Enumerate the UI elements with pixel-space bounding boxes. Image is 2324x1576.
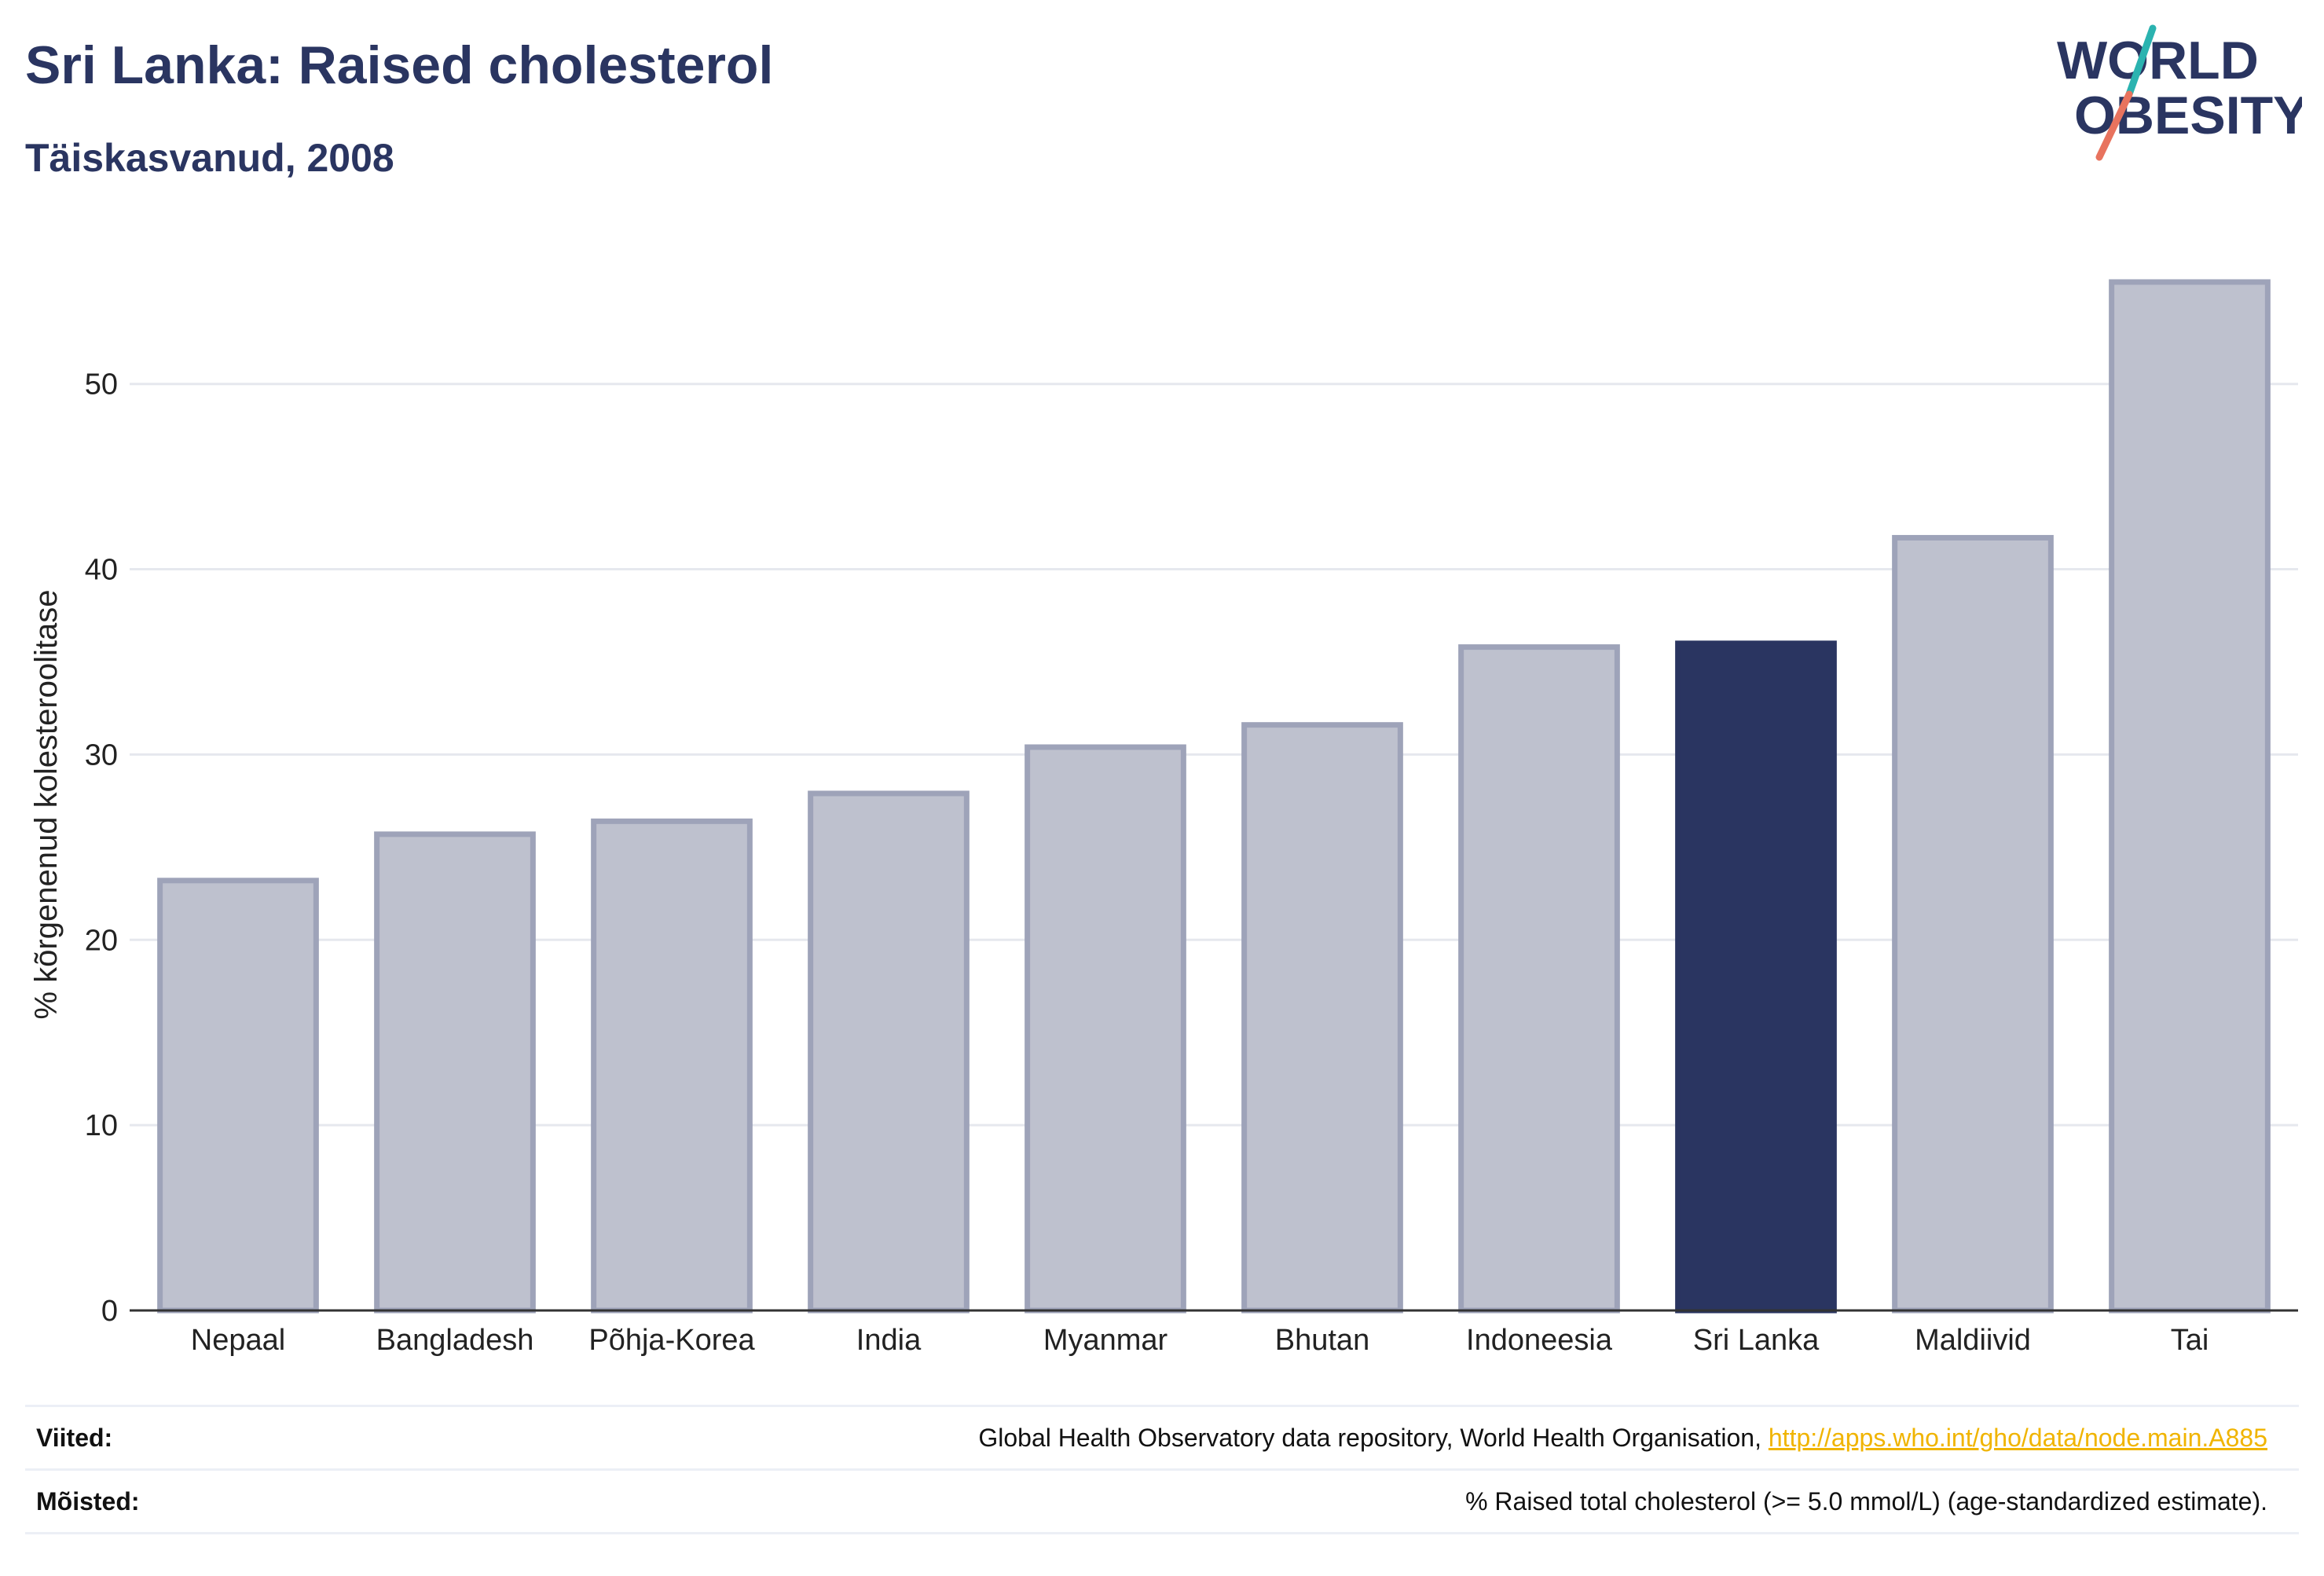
y-tick-label: 50 [85, 368, 118, 401]
x-axis-labels: Nepaal Bangladesh Põhja-Korea India Myanmar B… [191, 1324, 2209, 1357]
x-tick-label: India [856, 1324, 922, 1357]
x-tick-label: Myanmar [1043, 1324, 1168, 1357]
bar-myanmar [1025, 744, 1186, 1314]
chart-title: Sri Lanka: Raised cholesterol [25, 35, 774, 95]
bar-maldiivid [1892, 534, 2054, 1314]
y-tick-label: 10 [85, 1109, 118, 1142]
y-axis-title: % kõrgenenud kolesteroolitase [29, 589, 64, 1019]
references-value: Global Health Observatory data repositor… [978, 1424, 2299, 1453]
bar-bhutan [1241, 722, 1403, 1314]
references-row: Viited: Global Health Observatory data r… [25, 1405, 2299, 1468]
definitions-text: % Raised total cholesterol (>= 5.0 mmol/… [1465, 1486, 2267, 1516]
bar-tai [2109, 279, 2271, 1314]
x-tick-label: Maldiivid [1915, 1324, 2031, 1357]
references-text: Global Health Observatory data repositor… [978, 1423, 1769, 1452]
y-axis-ticks: 0 10 20 30 40 50 [85, 368, 118, 1328]
world-obesity-logo: WORLD OBESITY [2057, 24, 2302, 161]
x-tick-label: Sri Lanka [1693, 1324, 1820, 1357]
y-tick-label: 30 [85, 739, 118, 772]
x-tick-label: Bangladesh [376, 1324, 534, 1357]
y-tick-label: 40 [85, 554, 118, 587]
references-label: Viited: [36, 1423, 113, 1452]
chart-subtitle: Täiskasvanud, 2008 [25, 136, 394, 180]
bars [157, 279, 2271, 1314]
logo-slash-coral [2095, 90, 2133, 161]
x-tick-label: Nepaal [191, 1324, 285, 1357]
bar-bangladesh [374, 831, 536, 1314]
y-tick-label: 20 [85, 924, 118, 957]
references-link[interactable]: http://apps.who.int/gho/data/node.main.A… [1768, 1423, 2267, 1452]
definitions-label: Mõisted: [36, 1486, 140, 1516]
bar-indoneesia [1458, 644, 1620, 1314]
bar-p-hja-korea [591, 818, 753, 1314]
bar-nepaal [157, 878, 319, 1314]
bar-chart: 0 10 20 30 40 50 Nepaal Bangladesh Põhja-Korea I… [29, 279, 2298, 1357]
x-tick-label: Indoneesia [1466, 1324, 1613, 1357]
definitions-row: Mõisted: % Raised total cholesterol (>= … [25, 1468, 2299, 1534]
logo-slash-teal [2125, 24, 2157, 98]
logo-word-1: WORLD [2057, 31, 2259, 90]
x-tick-label: Bhutan [1275, 1324, 1369, 1357]
bar-india [808, 790, 970, 1314]
y-tick-label: 0 [101, 1295, 118, 1328]
bar-sri-lanka [1675, 640, 1837, 1314]
x-tick-label: Tai [2171, 1324, 2209, 1357]
x-tick-label: Põhja-Korea [588, 1324, 755, 1357]
